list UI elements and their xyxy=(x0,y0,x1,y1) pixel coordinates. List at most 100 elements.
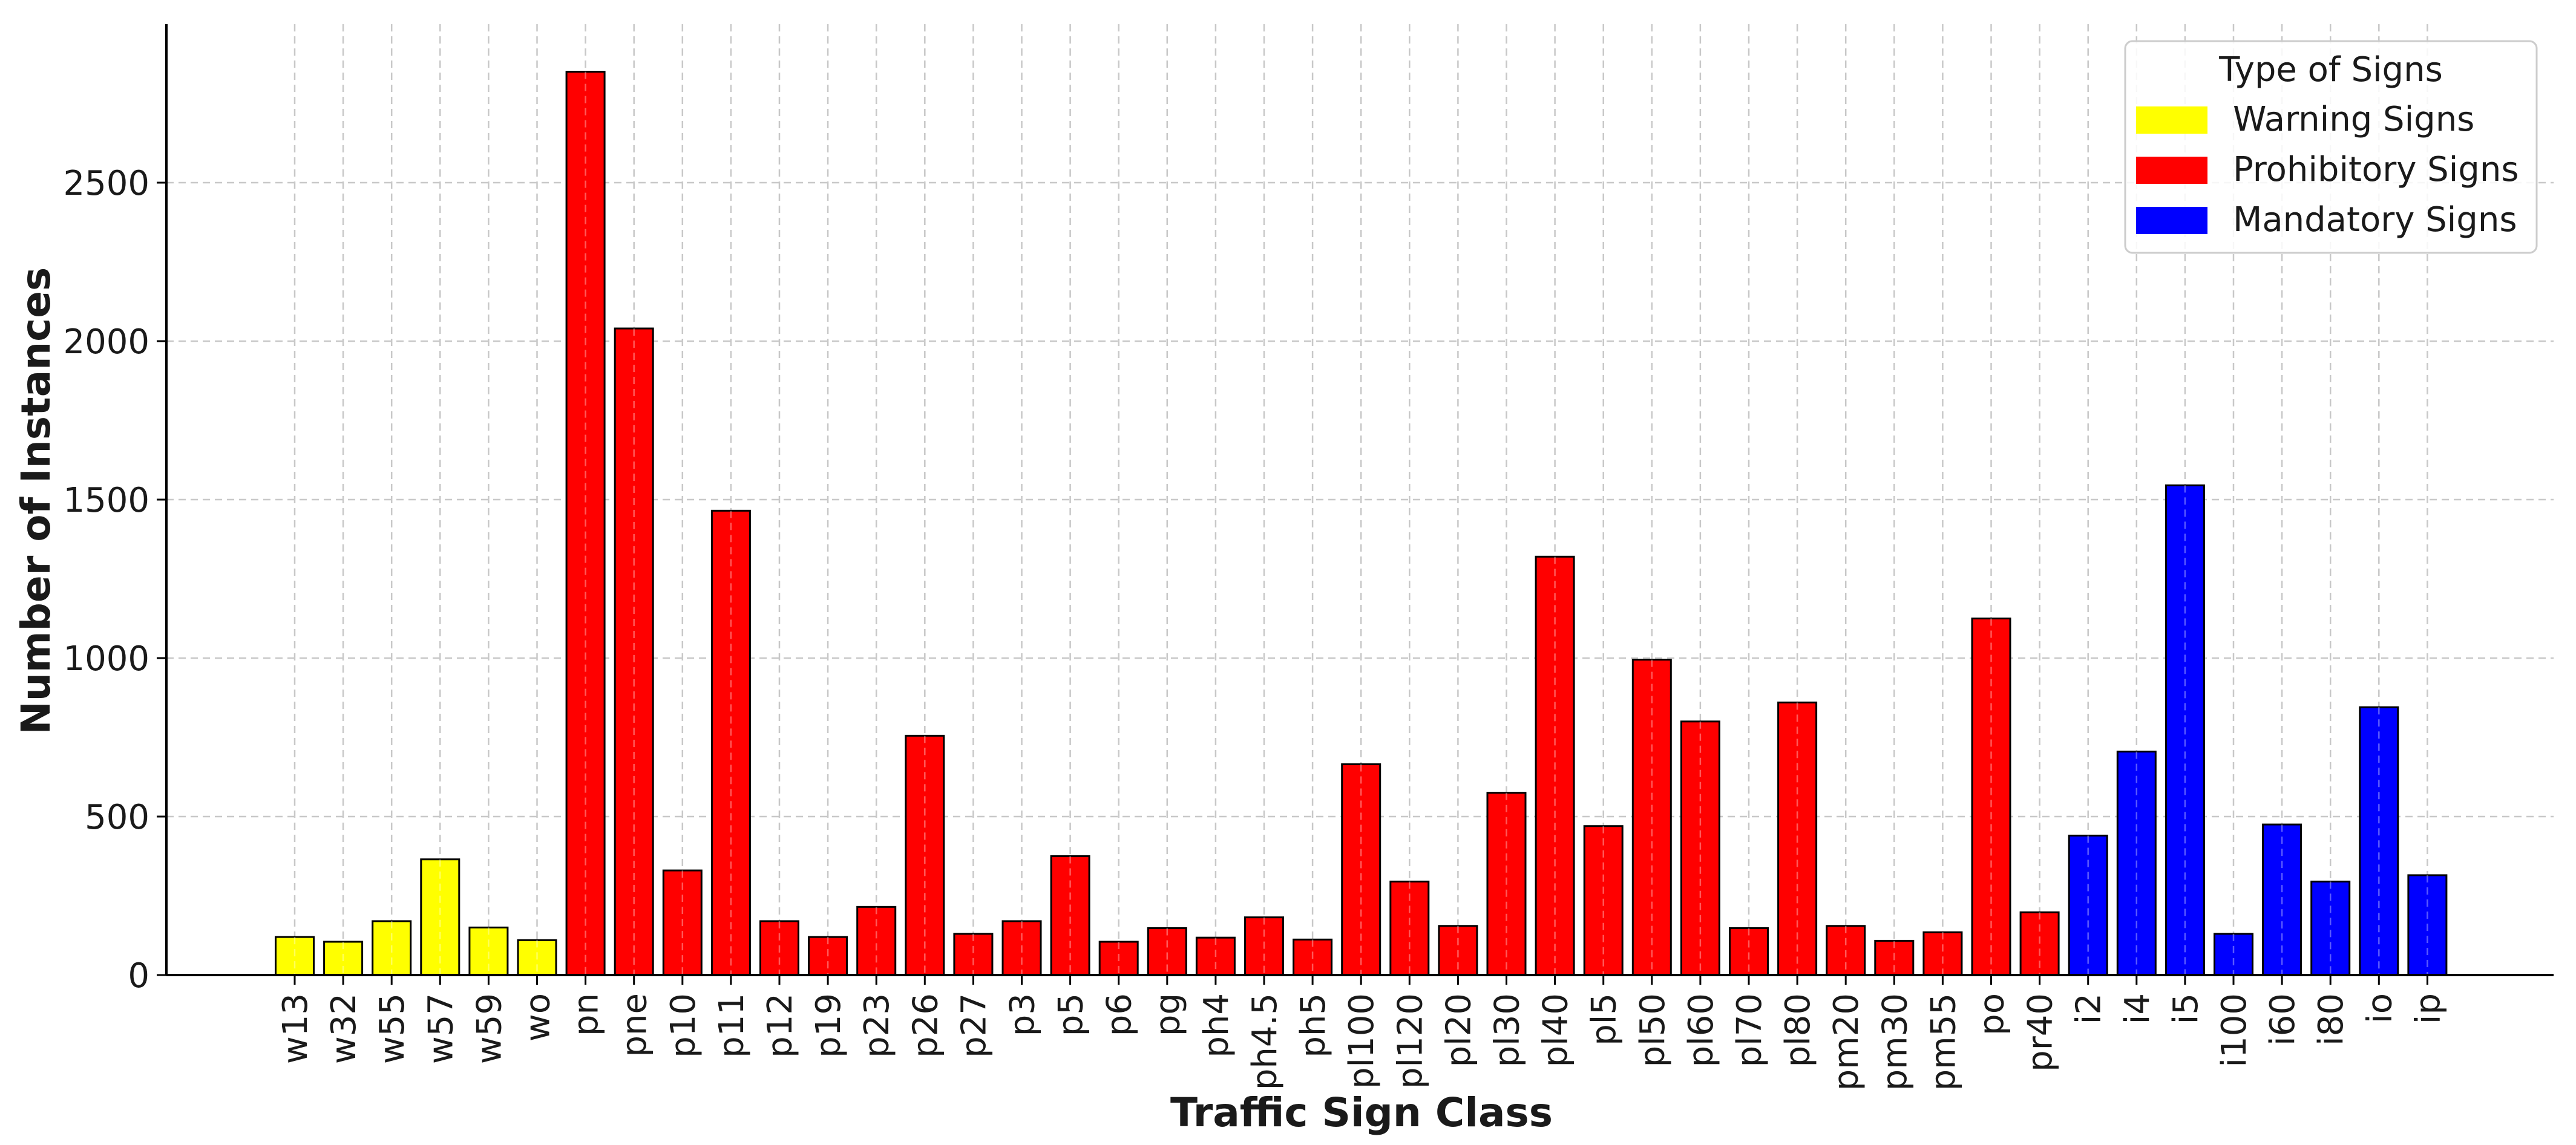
bar-i80 xyxy=(2310,880,2351,976)
bar-p6 xyxy=(1098,941,1139,976)
bar-pl20 xyxy=(1438,925,1478,976)
x-tick-label: pl30 xyxy=(1488,993,1527,1067)
bar-pl70 xyxy=(1729,927,1769,976)
legend: Type of Signs Warning Signs Prohibitory S… xyxy=(2124,40,2538,254)
y-tick-label: 2500 xyxy=(63,164,149,203)
bar-pl50 xyxy=(1631,659,1672,976)
x-tick-label: p19 xyxy=(809,993,848,1058)
bar-pl5 xyxy=(1583,825,1624,976)
x-tick-label: pl70 xyxy=(1730,993,1769,1067)
bar-io xyxy=(2359,706,2399,976)
x-tick-label: po xyxy=(1973,993,2012,1036)
x-tick-label: i60 xyxy=(2263,993,2302,1046)
x-tick-label: ph4 xyxy=(1197,993,1236,1058)
bar-p11 xyxy=(710,509,751,976)
x-tick-label: pm30 xyxy=(1875,993,1915,1091)
bar-p27 xyxy=(953,933,994,976)
x-tick-label: p23 xyxy=(857,993,897,1058)
x-tick-label: pl5 xyxy=(1585,993,1624,1046)
bar-i100 xyxy=(2214,933,2253,976)
x-tick-label: pl20 xyxy=(1439,993,1478,1067)
bar-ip xyxy=(2407,874,2448,976)
x-tick-label: p10 xyxy=(664,993,703,1058)
x-tick-label: w32 xyxy=(324,993,364,1064)
x-tick-label: p11 xyxy=(712,993,752,1058)
bar-ph4 xyxy=(1195,936,1236,976)
x-tick-label: ph4.5 xyxy=(1245,993,1285,1090)
y-tick-label: 1500 xyxy=(63,481,149,520)
x-tick-labels: w13 w32 w55 w57 w59 wo pn pne p10 p11 p12 p19 p23 p26… xyxy=(276,993,2448,1091)
x-tick-label: i5 xyxy=(2166,993,2206,1024)
x-tick-label: p6 xyxy=(1100,993,1139,1036)
x-tick-label: i100 xyxy=(2215,993,2254,1067)
x-tick-label: pne xyxy=(615,993,655,1057)
x-tick-label: pm20 xyxy=(1827,993,1866,1091)
bar-pne xyxy=(614,327,654,976)
bar-w13 xyxy=(275,936,315,976)
x-tick-label: w59 xyxy=(470,993,509,1064)
bar-pm55 xyxy=(1922,931,1963,976)
legend-swatch-mandatory xyxy=(2136,207,2207,234)
bar-pg xyxy=(1147,927,1187,976)
bar-p5 xyxy=(1050,855,1090,976)
x-tick-label: pg xyxy=(1149,993,1188,1036)
legend-frame xyxy=(2124,40,2538,254)
x-tick-label: i80 xyxy=(2312,993,2351,1046)
bar-i2 xyxy=(2068,834,2108,976)
y-axis-title: Number of Instances xyxy=(13,267,59,735)
x-tick-label: i4 xyxy=(2118,993,2157,1024)
x-tick-label: ip xyxy=(2408,993,2448,1024)
legend-label-warning: Warning Signs xyxy=(2233,100,2474,139)
bar-w32 xyxy=(323,941,364,976)
bar-p26 xyxy=(905,734,945,976)
bar-pl120 xyxy=(1389,880,1430,976)
bar-p10 xyxy=(662,869,703,976)
x-tick-label: i2 xyxy=(2070,993,2109,1024)
x-tick-label: w55 xyxy=(373,993,412,1064)
bar-pl100 xyxy=(1341,763,1381,976)
bar-p12 xyxy=(759,920,799,976)
legend-label-prohibitory: Prohibitory Signs xyxy=(2233,150,2519,189)
x-tick-label: p3 xyxy=(1003,993,1043,1036)
bar-pl80 xyxy=(1777,701,1818,976)
legend-swatch-prohibitory xyxy=(2136,157,2207,184)
x-tick-label: pl80 xyxy=(1778,993,1818,1067)
bar-pm30 xyxy=(1874,939,1915,976)
legend-title: Type of Signs xyxy=(2218,50,2443,90)
y-tick-labels: 0 500 1000 1500 2000 2500 xyxy=(63,164,149,996)
x-tick-label: pl120 xyxy=(1391,993,1430,1089)
x-tick-label: pn xyxy=(567,993,606,1036)
x-tick-label: pr40 xyxy=(2021,993,2060,1072)
axes xyxy=(157,24,2554,985)
x-tick-label: pl100 xyxy=(1342,993,1381,1089)
bars xyxy=(275,71,2448,976)
legend-entries: Warning Signs Prohibitory Signs Mandatory … xyxy=(2136,100,2519,240)
x-tick-label: io xyxy=(2360,993,2399,1023)
y-tick-label: 2000 xyxy=(63,322,149,362)
x-tick-label: p5 xyxy=(1052,993,1091,1036)
y-tick-label: 500 xyxy=(85,798,149,837)
x-axis-title: Traffic Sign Class xyxy=(1170,1089,1553,1136)
x-tick-label: pl40 xyxy=(1536,993,1576,1067)
bar-p19 xyxy=(808,936,848,976)
x-tick-label: pm55 xyxy=(1924,993,1963,1091)
x-tick-label: w57 xyxy=(421,993,460,1064)
bar-i5 xyxy=(2165,484,2205,976)
legend-label-mandatory: Mandatory Signs xyxy=(2233,200,2517,240)
x-tick-label: p27 xyxy=(954,993,994,1058)
bar-pl40 xyxy=(1535,555,1575,976)
x-tick-label: pl50 xyxy=(1633,993,1673,1067)
y-tick-label: 1000 xyxy=(63,639,149,679)
legend-swatch-warning xyxy=(2136,106,2207,134)
bar-pl30 xyxy=(1486,792,1527,976)
x-tick-label: ph5 xyxy=(1294,993,1333,1058)
y-tick-label: 0 xyxy=(128,956,149,996)
x-tick-label: wo xyxy=(519,993,558,1042)
x-tick-label: w13 xyxy=(276,993,315,1064)
x-tick-label: pl60 xyxy=(1682,993,1721,1067)
x-tick-label: p12 xyxy=(761,993,800,1058)
bar-p23 xyxy=(856,905,897,976)
bar-w57 xyxy=(420,858,460,976)
